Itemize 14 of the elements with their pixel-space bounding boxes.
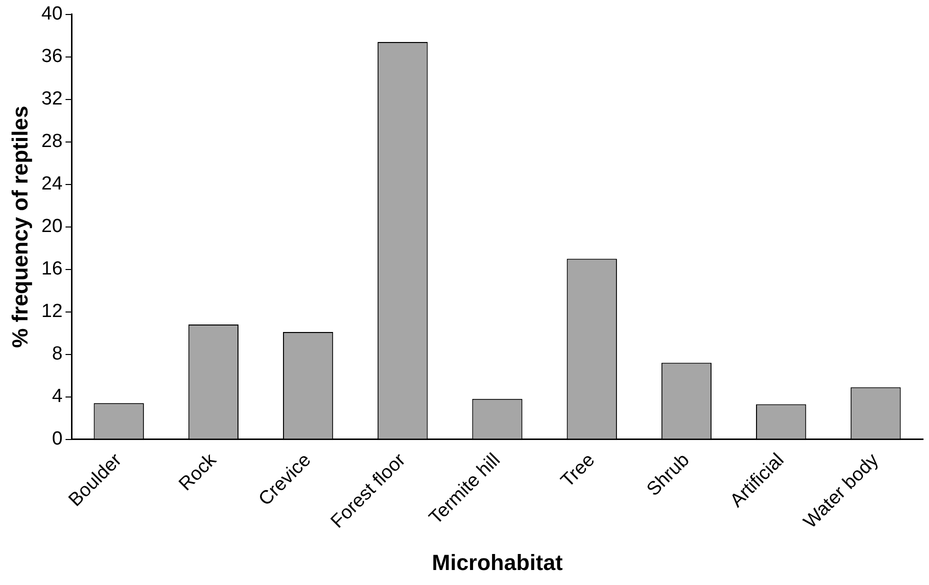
y-tick-label: 16 (41, 258, 63, 280)
y-tick-label: 20 (41, 216, 63, 238)
x-tick-label: Tree (557, 450, 600, 492)
y-axis-title: % frequency of reptiles (7, 106, 32, 348)
y-tick-label: 32 (41, 88, 63, 110)
y-tick-label: 24 (41, 174, 63, 195)
x-axis-title: Microhabitat (432, 550, 564, 575)
y-tick-label: 28 (41, 131, 63, 152)
y-tick-label: 0 (52, 428, 63, 450)
y-tick-label: 4 (52, 386, 63, 408)
y-tick-label: 36 (41, 46, 63, 68)
y-tick-label: 12 (41, 301, 63, 322)
y-tick-label: 40 (41, 4, 63, 25)
y-tick-label: 8 (52, 344, 63, 365)
